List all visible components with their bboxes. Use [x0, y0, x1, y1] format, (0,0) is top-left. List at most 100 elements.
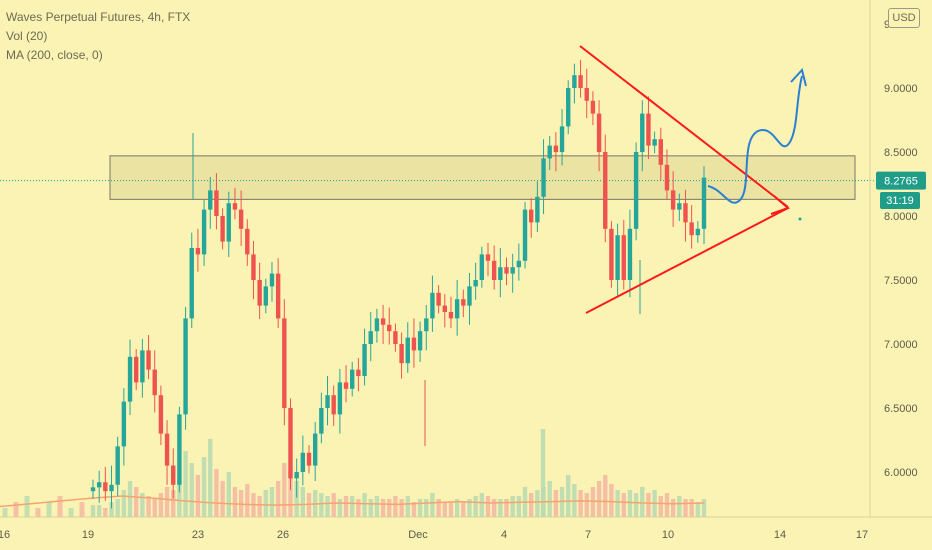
volume-bar [479, 493, 485, 517]
candle-body [164, 433, 170, 466]
projection-dot [798, 217, 802, 221]
volume-bar [664, 493, 670, 517]
volume-bar [245, 484, 250, 517]
candle-body [547, 145, 552, 159]
volume-bar [584, 493, 589, 517]
volume-bar [646, 493, 651, 517]
volume-bar [424, 499, 429, 517]
volume-bar [96, 505, 102, 517]
volume-bar [547, 481, 552, 517]
candle-body [572, 75, 577, 88]
volume-bar [658, 496, 663, 517]
volume-indicator-label[interactable]: Vol (20) [6, 29, 48, 43]
x-axis-band [0, 517, 932, 550]
symbol-title[interactable]: Waves Perpetual Futures, 4h, FTX [6, 10, 191, 24]
candle-body [652, 139, 657, 146]
candle-body [189, 248, 194, 319]
volume-bar [442, 502, 447, 517]
volume-bar [436, 499, 441, 517]
candle-body [566, 88, 571, 127]
candle-body [356, 369, 361, 376]
candle-body [701, 177, 707, 229]
volume-bar [491, 499, 497, 517]
candle-body [380, 318, 386, 325]
candle-body [615, 235, 620, 280]
volume-bar [596, 481, 602, 517]
candle-body [664, 164, 670, 191]
trendline-arrowhead [770, 195, 790, 215]
x-tick-label: 14 [774, 529, 786, 541]
candle-body [596, 113, 602, 152]
candle-body [374, 318, 380, 332]
candle-body [424, 318, 429, 332]
candle-body [461, 299, 466, 306]
candle-body [399, 344, 404, 364]
candle-body [127, 356, 133, 402]
lower-trendline[interactable] [585, 207, 789, 314]
candle-body [312, 433, 318, 466]
y-tick-label: 9 [884, 19, 890, 31]
candle-body [134, 356, 139, 383]
volume-bar [103, 508, 108, 517]
volume-bar [689, 499, 694, 517]
candle-body [275, 273, 281, 319]
trendline-drawings[interactable] [579, 45, 807, 314]
candle-body [319, 408, 324, 434]
candle-body [405, 337, 410, 364]
volume-bar [201, 457, 207, 517]
moving-average-line [0, 495, 705, 508]
upper-trendline[interactable] [579, 45, 789, 208]
volume-bar [68, 508, 74, 517]
candle-body [226, 203, 231, 242]
volume-bar [158, 493, 164, 517]
volume-bar [695, 502, 701, 517]
volume-bar [362, 493, 367, 517]
volume-bar [609, 484, 614, 517]
volume-bar [214, 469, 219, 517]
projection-curve[interactable] [707, 75, 803, 204]
volume-bar [411, 502, 417, 517]
volume-bar [504, 499, 509, 517]
volume-bar [633, 493, 639, 517]
candle-body [430, 292, 435, 319]
candle-body [584, 88, 589, 101]
candle-body [325, 395, 330, 408]
volume-bar [374, 496, 380, 517]
volume-bar [263, 490, 269, 517]
currency-button[interactable]: USD [888, 8, 920, 28]
candle-body [528, 209, 534, 223]
volume-bar [177, 481, 182, 517]
candle-body [306, 452, 312, 466]
candle-body [498, 267, 503, 280]
volume-bar [683, 499, 688, 517]
candle-body [559, 126, 565, 152]
volume-bar [13, 502, 19, 517]
ma-indicator-label[interactable]: MA (200, close, 0) [6, 48, 103, 62]
x-tick-label: Dec [408, 529, 428, 541]
candle-body [516, 260, 522, 268]
price-badge: 8.2765 [876, 171, 926, 190]
volume-bar [226, 472, 231, 517]
x-tick-label: 7 [585, 529, 591, 541]
candle-body [368, 331, 373, 344]
candle-body [670, 190, 676, 210]
candle-body [115, 446, 120, 485]
volume-bar [232, 487, 238, 517]
candle-body [541, 158, 546, 197]
volume-bar [46, 502, 52, 517]
candle-body [152, 369, 157, 396]
x-tick-label: 26 [277, 529, 289, 541]
volume-bar [368, 499, 373, 517]
x-tick-label: 19 [82, 529, 94, 541]
volume-bar [473, 496, 478, 517]
volume-bar [510, 496, 515, 517]
projection-arrowhead [790, 67, 807, 87]
y-tick-label: 9.0000 [884, 83, 918, 95]
volume-bar [621, 493, 626, 517]
candle-body [522, 209, 528, 261]
volume-bar [578, 490, 583, 517]
volume-bar [57, 496, 63, 517]
candle-body [245, 228, 250, 255]
